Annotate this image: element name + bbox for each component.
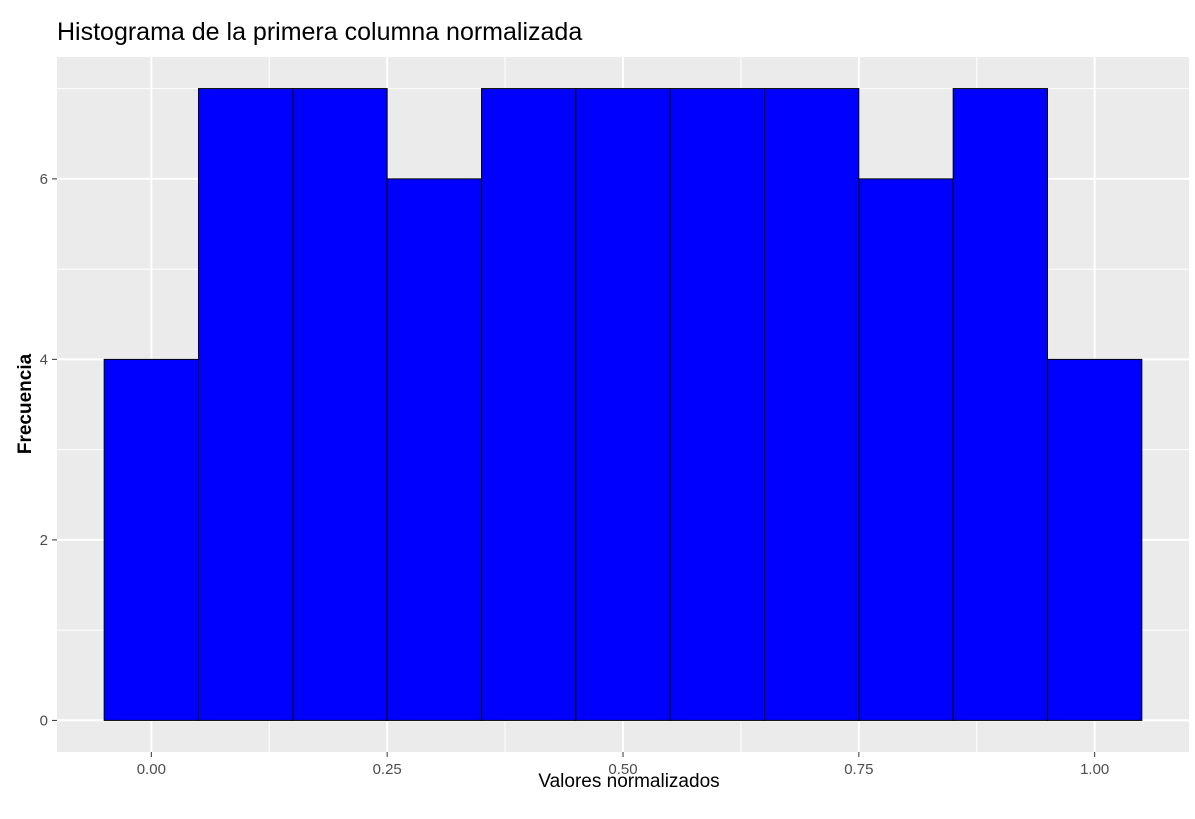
x-axis-title: Valores normalizados: [538, 771, 719, 792]
histogram-bar: [575, 88, 671, 721]
y-tick-label: 6: [40, 171, 48, 188]
histogram-bar: [669, 88, 766, 721]
histogram-bar: [198, 88, 294, 721]
histogram-bars: [103, 88, 1143, 721]
y-tick-label: 4: [40, 351, 48, 368]
histogram-bar: [952, 88, 1049, 721]
chart-title: Histograma de la primera columna normali…: [57, 18, 582, 46]
histogram-bar: [103, 358, 199, 721]
y-axis: 0 2 4 6: [40, 171, 57, 729]
y-axis-title: Frecuencia: [15, 353, 36, 454]
histogram-bar: [292, 88, 388, 721]
histogram-bar: [481, 88, 577, 721]
histogram-bar: [764, 88, 860, 721]
x-tick-label: 0.25: [373, 761, 402, 778]
x-tick-label: 1.00: [1080, 761, 1109, 778]
histogram-bar: [858, 178, 954, 721]
x-axis: 0.00 0.25 0.50 0.75 1.00: [137, 752, 1109, 778]
y-tick-label: 2: [40, 532, 48, 549]
x-tick-label: 0.75: [844, 761, 873, 778]
histogram-bar: [386, 178, 482, 721]
x-tick-label: 0.00: [137, 761, 166, 778]
histogram-bar: [1047, 358, 1143, 721]
x-tick-label: 0.50: [608, 761, 637, 778]
y-tick-label: 0: [40, 712, 48, 729]
